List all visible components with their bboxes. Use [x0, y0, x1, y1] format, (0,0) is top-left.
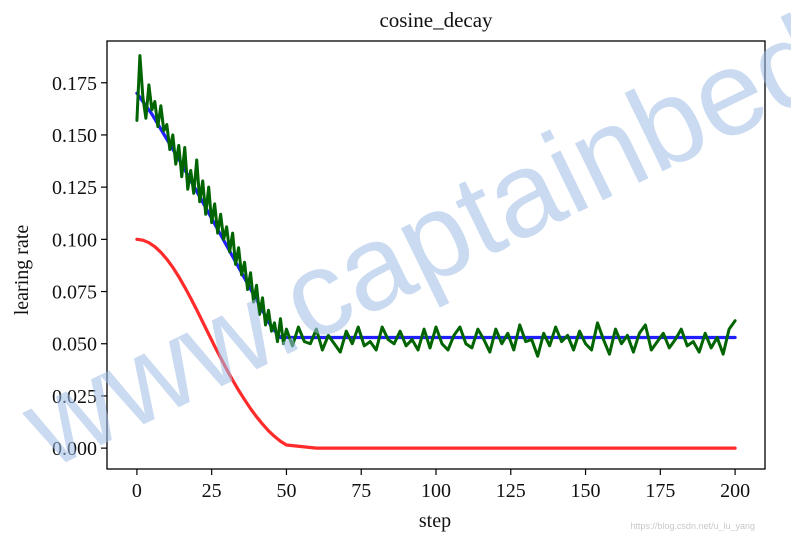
- x-tick-label: 100: [421, 480, 451, 502]
- y-tick-label: 0.075: [52, 282, 97, 304]
- y-tick-label: 0.000: [52, 438, 97, 460]
- x-axis-label: step: [419, 510, 451, 532]
- credit-text: https://blog.csdn.net/u_lu_yang: [630, 521, 755, 531]
- x-tick-label: 200: [720, 480, 750, 502]
- y-tick-label: 0.050: [52, 334, 97, 356]
- x-axis-ticks: 0 25 50 75 100 125 150 175 200: [132, 469, 750, 502]
- y-axis-ticks: 0.000 0.025 0.050 0.075 0.100 0.125 0.150 0.175: [52, 73, 107, 460]
- x-tick-label: 150: [571, 480, 601, 502]
- y-tick-label: 0.100: [52, 229, 97, 251]
- chart-title: cosine_decay: [379, 8, 493, 32]
- x-tick-label: 125: [496, 480, 526, 502]
- y-axis-label: learing rate: [11, 225, 33, 316]
- y-tick-label: 0.125: [52, 177, 97, 199]
- x-tick-label: 75: [351, 480, 371, 502]
- y-tick-label: 0.150: [52, 125, 97, 147]
- x-tick-label: 25: [202, 480, 222, 502]
- x-tick-label: 0: [132, 480, 142, 502]
- series-line-2: [135, 54, 737, 358]
- x-tick-label: 175: [645, 480, 675, 502]
- y-tick-label: 0.175: [52, 73, 97, 95]
- x-tick-label: 50: [276, 480, 296, 502]
- series-line-3: [135, 237, 737, 450]
- watermark-text: www.captainbed.net: [2, 0, 791, 494]
- y-tick-label: 0.025: [52, 386, 97, 408]
